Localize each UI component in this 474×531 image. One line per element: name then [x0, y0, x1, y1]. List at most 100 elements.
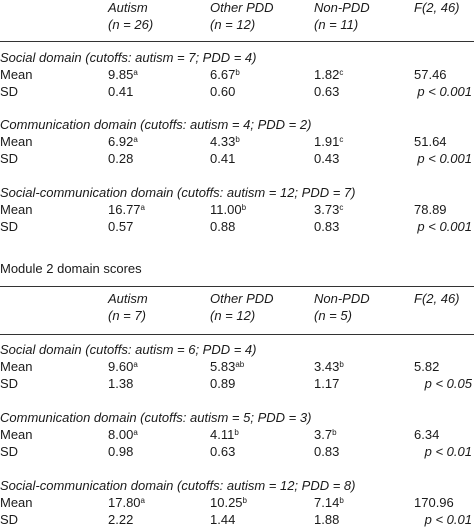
p-value: p < 0.01: [424, 444, 472, 459]
section-title: Communication domain (cutoffs: autism = …: [0, 410, 312, 425]
significance-superscript: c: [339, 68, 344, 77]
m1-col-autism-n: (n = 26): [108, 17, 154, 32]
row-label: Mean: [0, 359, 33, 374]
cell-value: 9.60a: [108, 359, 138, 374]
cell-value: 9.85a: [108, 67, 138, 82]
row-label: SD: [0, 219, 19, 234]
value-text: 16.77: [108, 202, 141, 217]
cell-value: 1.44: [210, 512, 235, 527]
value-text: 1.88: [314, 512, 340, 527]
cell-value: 0.83: [314, 444, 339, 459]
cell-value: 0.60: [210, 84, 235, 99]
cell-value: 3.43b: [314, 359, 344, 374]
value-text: 2.22: [108, 512, 134, 527]
section-title: Social domain (cutoffs: autism = 6; PDD …: [0, 342, 257, 357]
section-title: Communication domain (cutoffs: autism = …: [0, 117, 312, 132]
cell-value: 17.80a: [108, 495, 145, 510]
significance-superscript: b: [332, 428, 337, 437]
m2-col-otherpdd-n: (n = 12): [210, 308, 256, 323]
value-text: 3.7: [314, 427, 333, 442]
value-text: 0.83: [314, 219, 340, 234]
cell-value: 1.38: [108, 376, 133, 391]
value-text: 4.33: [210, 134, 236, 149]
p-value: p < 0.01: [424, 512, 472, 527]
row-label: Mean: [0, 134, 33, 149]
p-value: p < 0.001: [417, 84, 472, 99]
m2-col-otherpdd: Other PDD: [210, 291, 274, 306]
cell-value: 0.83: [314, 219, 339, 234]
m2-col-f: F(2, 46): [414, 291, 460, 306]
cell-value: 5.83ab: [210, 359, 244, 374]
cell-value: 0.43: [314, 151, 339, 166]
m1-header-rule: [0, 41, 474, 42]
f-statistic: 5.82: [414, 359, 440, 374]
significance-superscript: ab: [235, 360, 245, 369]
significance-superscript: a: [133, 68, 138, 77]
significance-superscript: b: [241, 203, 247, 212]
section-title: Social-communication domain (cutoffs: au…: [0, 185, 356, 200]
value-text: 0.41: [108, 84, 134, 99]
row-label: SD: [0, 512, 19, 527]
m1-col-nonpdd: Non-PDD: [314, 0, 370, 15]
cell-value: 0.41: [210, 151, 235, 166]
value-text: 0.83: [314, 444, 340, 459]
significance-superscript: b: [339, 360, 344, 369]
value-text: 11.00: [210, 202, 242, 217]
value-text: 1.82: [314, 67, 340, 82]
value-text: 6.92: [108, 134, 134, 149]
module2-heading: Module 2 domain scores: [0, 261, 142, 276]
value-text: 8.00: [108, 427, 134, 442]
significance-superscript: c: [339, 203, 344, 212]
value-text: 3.73: [314, 202, 340, 217]
significance-superscript: a: [140, 496, 145, 505]
m1-col-otherpdd: Other PDD: [210, 0, 274, 15]
f-statistic: 78.89: [414, 202, 447, 217]
m1-col-f: F(2, 46): [414, 0, 460, 15]
cell-value: 4.11b: [210, 427, 239, 442]
significance-superscript: b: [234, 428, 239, 437]
row-label: Mean: [0, 67, 33, 82]
cell-value: 0.88: [210, 219, 235, 234]
cell-value: 8.00a: [108, 427, 138, 442]
p-value: p < 0.001: [417, 219, 472, 234]
section-title: Social domain (cutoffs: autism = 7; PDD …: [0, 50, 257, 65]
m1-col-otherpdd-n: (n = 12): [210, 17, 256, 32]
row-label: Mean: [0, 495, 33, 510]
value-text: 0.57: [108, 219, 134, 234]
m2-top-rule: [0, 286, 474, 287]
cell-value: 3.73c: [314, 202, 343, 217]
value-text: 10.25: [210, 495, 243, 510]
value-text: 3.43: [314, 359, 340, 374]
value-text: 1.44: [210, 512, 236, 527]
value-text: 5.83: [210, 359, 236, 374]
m1-col-autism: Autism: [108, 0, 148, 15]
cell-value: 16.77a: [108, 202, 145, 217]
value-text: 0.63: [210, 444, 236, 459]
cell-value: 0.57: [108, 219, 133, 234]
row-label: SD: [0, 151, 19, 166]
value-text: 1.91: [314, 134, 340, 149]
significance-superscript: a: [133, 428, 138, 437]
m2-header-rule: [0, 334, 474, 335]
value-text: 0.88: [210, 219, 236, 234]
cell-value: 4.33b: [210, 134, 240, 149]
value-text: 17.80: [108, 495, 141, 510]
cell-value: 2.22: [108, 512, 133, 527]
cell-value: 10.25b: [210, 495, 247, 510]
m2-col-nonpdd-n: (n = 5): [314, 308, 352, 323]
cell-value: 0.63: [314, 84, 339, 99]
significance-superscript: b: [235, 68, 240, 77]
m1-col-nonpdd-n: (n = 11): [314, 17, 359, 32]
cell-value: 0.28: [108, 151, 133, 166]
significance-superscript: c: [339, 135, 344, 144]
value-text: 0.89: [210, 376, 236, 391]
m2-col-nonpdd: Non-PDD: [314, 291, 370, 306]
p-value: p < 0.001: [417, 151, 472, 166]
cell-value: 6.92a: [108, 134, 138, 149]
value-text: 9.60: [108, 359, 134, 374]
cell-value: 0.41: [108, 84, 133, 99]
cell-value: 1.82c: [314, 67, 343, 82]
row-label: SD: [0, 84, 19, 99]
cell-value: 1.88: [314, 512, 339, 527]
f-statistic: 170.96: [414, 495, 454, 510]
